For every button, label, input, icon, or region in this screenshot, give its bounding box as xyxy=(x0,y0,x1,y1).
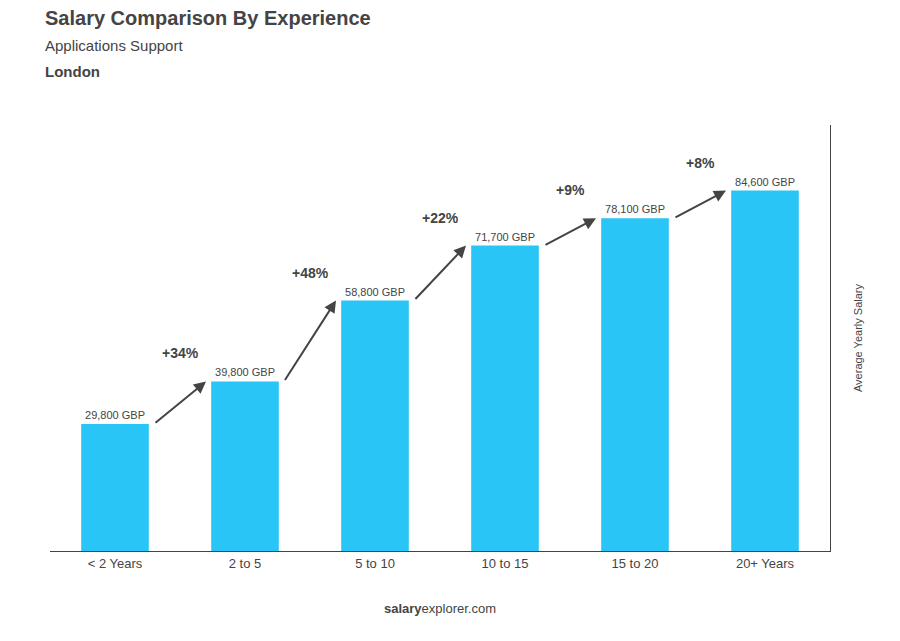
svg-text:+34%: +34% xyxy=(162,345,199,361)
svg-text:78,100 GBP: 78,100 GBP xyxy=(605,203,665,215)
svg-text:15 to 20: 15 to 20 xyxy=(612,556,659,571)
svg-text:Average Yearly Salary: Average Yearly Salary xyxy=(852,283,864,392)
svg-text:39,800 GBP: 39,800 GBP xyxy=(215,366,275,378)
svg-text:+9%: +9% xyxy=(556,182,585,198)
svg-text:salaryexplorer.com: salaryexplorer.com xyxy=(384,601,496,616)
svg-text:+22%: +22% xyxy=(422,210,459,226)
svg-text:5 to 10: 5 to 10 xyxy=(355,556,395,571)
svg-text:71,700 GBP: 71,700 GBP xyxy=(475,231,535,243)
svg-text:+8%: +8% xyxy=(686,155,715,171)
svg-text:2 to 5: 2 to 5 xyxy=(229,556,262,571)
svg-text:29,800 GBP: 29,800 GBP xyxy=(85,409,145,421)
svg-text:20+ Years: 20+ Years xyxy=(736,556,795,571)
svg-text:Salary Comparison By Experienc: Salary Comparison By ExperienceApplicati… xyxy=(45,7,371,80)
svg-text:84,600 GBP: 84,600 GBP xyxy=(735,176,795,188)
svg-text:< 2 Years: < 2 Years xyxy=(88,556,143,571)
svg-text:+48%: +48% xyxy=(292,265,329,281)
svg-text:10 to 15: 10 to 15 xyxy=(482,556,529,571)
svg-text:58,800 GBP: 58,800 GBP xyxy=(345,286,405,298)
